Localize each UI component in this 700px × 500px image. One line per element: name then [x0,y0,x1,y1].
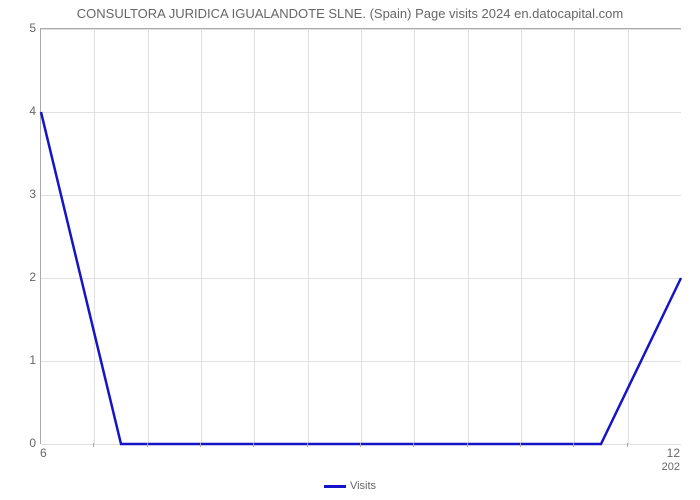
chart-title: CONSULTORA JURIDICA IGUALANDOTE SLNE. (S… [0,6,700,21]
x-tick-mark [573,443,574,447]
x-tick-mark [360,443,361,447]
legend: Visits [0,480,700,492]
x-tick-label: 6 [40,446,47,460]
x-tick-mark [253,443,254,447]
x-tick-mark [413,443,414,447]
legend-swatch [324,485,346,488]
series-line [41,29,681,444]
y-tick-label: 4 [6,104,36,118]
x-tick-label: 12 [667,446,680,460]
y-tick-label: 3 [6,187,36,201]
x-sub-label: 202 [662,461,680,473]
x-tick-mark [307,443,308,447]
plot-area [40,28,681,444]
x-tick-mark [627,443,628,447]
y-tick-label: 2 [6,270,36,284]
y-tick-label: 1 [6,353,36,367]
legend-label: Visits [350,480,376,492]
x-tick-mark [520,443,521,447]
visits-chart: CONSULTORA JURIDICA IGUALANDOTE SLNE. (S… [0,0,700,500]
x-tick-mark [93,443,94,447]
series-visits [41,112,681,444]
x-tick-mark [200,443,201,447]
y-tick-label: 0 [6,436,36,450]
x-tick-mark [147,443,148,447]
x-tick-mark [467,443,468,447]
y-tick-label: 5 [6,21,36,35]
